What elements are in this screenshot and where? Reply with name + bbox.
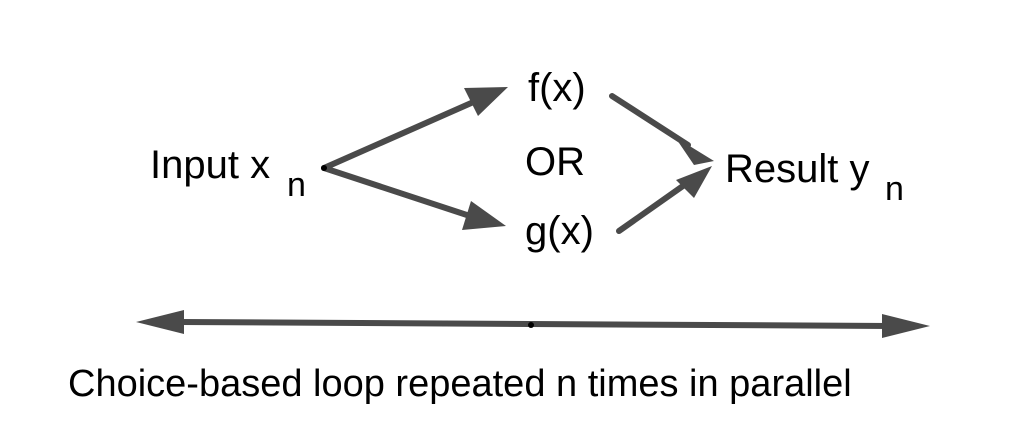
result-node: Result y n	[725, 147, 904, 208]
result-label: Result y	[725, 147, 870, 191]
result-subscript: n	[885, 170, 904, 208]
arrow-f-to-result	[609, 93, 714, 165]
input-node: Input x n	[150, 143, 306, 204]
span-midpoint-dot	[528, 322, 534, 328]
arrowhead-right	[882, 314, 930, 338]
input-subscript: n	[287, 166, 306, 204]
input-label: Input x	[150, 143, 270, 187]
arrow-g-to-result	[616, 166, 712, 234]
arrowhead-left	[136, 310, 184, 334]
arrow-input-to-f	[321, 87, 508, 171]
function-f-label: f(x)	[528, 66, 586, 110]
parallel-span-arrow	[136, 310, 930, 338]
function-g-label: g(x)	[525, 209, 594, 253]
input-junction-dot	[321, 165, 327, 171]
arrow-input-to-g	[321, 165, 506, 230]
diagram-caption: Choice-based loop repeated n times in pa…	[68, 363, 852, 405]
or-label: OR	[525, 140, 585, 184]
